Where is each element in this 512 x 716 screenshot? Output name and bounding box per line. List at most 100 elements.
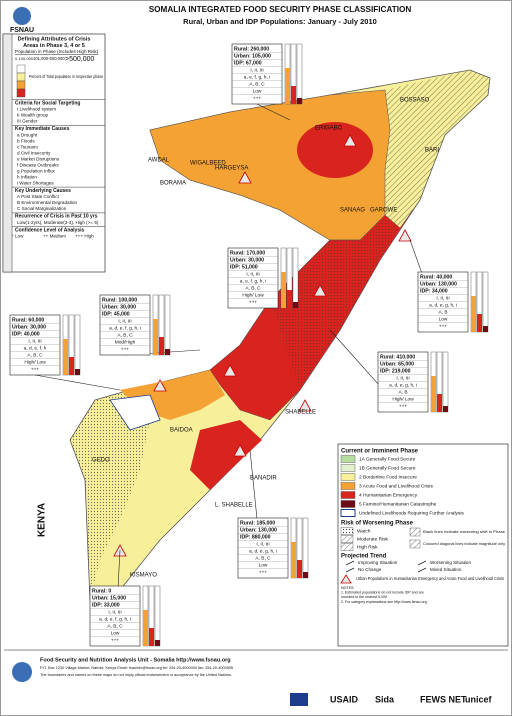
callout-box bbox=[417, 271, 469, 333]
risk-note-swatch bbox=[409, 527, 421, 537]
callout-line: Urban: 105,000 bbox=[234, 53, 271, 59]
callout-line: High/ Low bbox=[392, 396, 414, 402]
leader-line bbox=[34, 374, 121, 391]
phase-bar bbox=[431, 376, 436, 412]
callout-line: I, II, III bbox=[436, 295, 449, 301]
callout-line: Rural: 170,000 bbox=[230, 250, 265, 256]
callout-line: High/ Low bbox=[24, 359, 46, 365]
phase-bar-frame bbox=[292, 247, 299, 309]
trend-arrow bbox=[345, 567, 355, 573]
region-label: BAIDOA bbox=[170, 428, 193, 434]
legend-title: Areas in Phase 3, 4 or 5 bbox=[23, 43, 85, 49]
phase-swatch bbox=[340, 455, 356, 463]
phase-bar bbox=[293, 302, 298, 308]
subtitle: Rural, Urban and IDP Populations: Januar… bbox=[183, 17, 377, 26]
phase-bar-frame bbox=[296, 43, 303, 105]
percent-gradient-orange bbox=[16, 80, 26, 90]
partner-logo: FEWS NET bbox=[420, 694, 467, 704]
risk-heading: Risk of Worsening Phase bbox=[341, 521, 414, 527]
phase-bar-frame bbox=[154, 585, 161, 647]
phase-heading: Current or Imminent Phase bbox=[341, 449, 419, 455]
region-label: W/GALBEED bbox=[190, 161, 226, 167]
legend-title: Defining Attributes of Crisis bbox=[18, 36, 91, 42]
percent-label: Percent of Total population in respectiv… bbox=[29, 74, 103, 79]
phase-bar bbox=[143, 610, 148, 646]
title: SOMALIA INTEGRATED FOOD SECURITY PHASE C… bbox=[149, 5, 412, 14]
phase-bar bbox=[297, 560, 302, 578]
callout-line: I, II, III bbox=[396, 375, 409, 381]
callout-line: Urban: 30,000 bbox=[102, 304, 136, 310]
phase-label: 5 Famine/Humanitarian Catastrophe bbox=[359, 501, 437, 507]
callout-line: Rural: 410,000 bbox=[380, 354, 415, 360]
phase-bar-frame bbox=[302, 517, 309, 579]
region-label: BOSSASO bbox=[400, 98, 430, 104]
phase-swatch bbox=[340, 473, 356, 481]
callout-line: a, d, e, f, h bbox=[24, 345, 47, 351]
callout-line: IDP: 33,000 bbox=[92, 602, 120, 608]
eu-flag bbox=[290, 693, 308, 706]
phase-bar bbox=[149, 628, 154, 646]
section-item: I Livelihood system bbox=[17, 107, 56, 112]
callout-line: IDP: 880,000 bbox=[240, 534, 271, 540]
phase-bar bbox=[483, 326, 488, 332]
phase-bar bbox=[303, 572, 308, 578]
region-label: GEDO bbox=[92, 458, 110, 464]
phase-label: 2 Borderline Food Insecure bbox=[359, 474, 417, 480]
callout-line: A, B bbox=[398, 389, 407, 395]
callout-line: IDP: 67,000 bbox=[234, 60, 262, 66]
callout-line: IDP: 34,000 bbox=[420, 288, 448, 294]
region-label: BANADIR bbox=[250, 476, 277, 482]
callout-line: +++ bbox=[111, 638, 120, 643]
partner-logo: USAID bbox=[330, 694, 359, 704]
phase-bar bbox=[291, 542, 296, 578]
callout-line: Urban: 30,000 bbox=[12, 324, 46, 330]
callout-line: A, B, C bbox=[117, 332, 133, 338]
phase-bar bbox=[437, 394, 442, 412]
partner-logo: Sida bbox=[375, 694, 395, 704]
side-strip bbox=[2, 33, 13, 273]
footer-unit: Food Security and Nutrition Analysis Uni… bbox=[40, 657, 231, 663]
section-heading: Key Underlying Causes bbox=[15, 188, 71, 194]
callout-box bbox=[231, 43, 283, 105]
region-label: BORAMA bbox=[160, 181, 186, 187]
footer: Food Security and Nutrition Analysis Uni… bbox=[4, 649, 508, 682]
section-item: C Social Marginalization bbox=[17, 206, 67, 211]
phase-bar bbox=[69, 357, 74, 375]
percent-gradient-red bbox=[16, 88, 26, 98]
section-item: g Population Influx bbox=[17, 168, 56, 173]
risk-label: Watch bbox=[357, 528, 371, 534]
section-item: b Floods bbox=[17, 138, 35, 143]
callout-line: a, d, e, f, g, h, i bbox=[109, 325, 141, 331]
region-label: KENYA bbox=[37, 503, 48, 537]
phase-swatch bbox=[340, 509, 356, 517]
risk-note: Coloured diagonal lines indicate magnitu… bbox=[423, 541, 505, 546]
region-label: HARGEYSA bbox=[215, 166, 248, 172]
callout-line: +++ bbox=[439, 324, 448, 329]
footer-logo bbox=[12, 662, 32, 682]
region-label: BARI bbox=[425, 148, 439, 154]
callout-line: a, d, e, g, h, i bbox=[249, 548, 277, 554]
callout-line: Rural: 40,000 bbox=[420, 274, 452, 280]
phase-bar bbox=[75, 369, 80, 375]
phase-label: 1A Generally Food Secure bbox=[359, 456, 416, 462]
risk-swatch bbox=[340, 543, 354, 551]
phase-bar-frame bbox=[482, 271, 489, 333]
callout-line: Low bbox=[439, 316, 448, 322]
population-label: Population in Phase (Includes High Risk) bbox=[15, 49, 99, 54]
section-item: B Environmental Degradation bbox=[17, 200, 77, 205]
section-item: d Civil Insecurity bbox=[17, 150, 51, 155]
callout-box bbox=[377, 351, 429, 413]
region-label: L. SHABELLE bbox=[215, 503, 253, 509]
section-heading: Criteria for Social Targeting bbox=[15, 100, 80, 106]
phase-bar bbox=[153, 319, 158, 355]
callout-line: Rural: 260,000 bbox=[234, 46, 269, 52]
scale-label: 101,000-500,000 bbox=[33, 56, 65, 61]
callout-box bbox=[89, 585, 141, 647]
phase-bar bbox=[291, 86, 296, 104]
section-item: c Tsunami bbox=[17, 144, 38, 149]
